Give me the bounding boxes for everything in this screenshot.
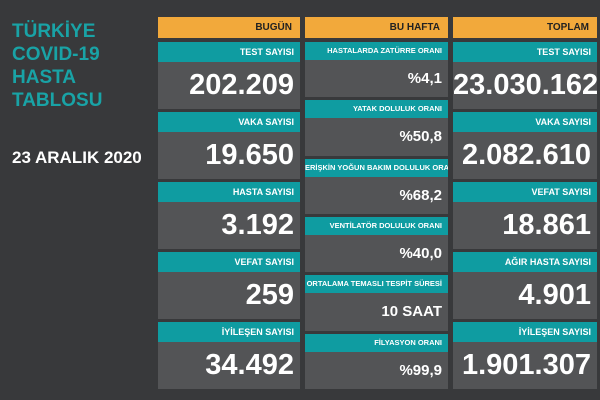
item-value: 18.861 [453, 202, 597, 249]
column-header: TOPLAM [453, 17, 597, 38]
item-label: ERİŞKİN YOĞUN BAKIM DOLULUK ORANI [305, 158, 448, 177]
title-line: HASTA [12, 67, 77, 88]
item-value: %68,2 [305, 176, 448, 214]
item-label: YATAK DOLULUK ORANI [305, 100, 448, 119]
item-value: 202.209 [158, 62, 300, 109]
item-value: 259 [158, 272, 300, 319]
title-line: COVID-19 [12, 44, 100, 65]
item-label: VENTİLATÖR DOLULUK ORANI [305, 217, 448, 235]
item-value: 1.901.307 [453, 342, 597, 389]
item-label: VEFAT SAYISI [453, 182, 597, 202]
item-label: TEST SAYISI [158, 42, 300, 62]
item-value: %99,9 [305, 351, 448, 389]
item-label: HASTALARDA ZATÜRRE ORANI [305, 42, 448, 60]
title-line: TÜRKİYE [12, 21, 96, 42]
item-label: AĞIR HASTA SAYISI [453, 252, 597, 272]
item-value: 4.901 [453, 272, 597, 319]
item-value: 34.492 [158, 342, 300, 389]
item-value: 2.082.610 [453, 132, 597, 179]
item-value: %50,8 [305, 118, 448, 156]
item-label: HASTA SAYISI [158, 182, 300, 202]
title: TÜRKİYE COVID-19 HASTA TABLOSU [12, 20, 102, 112]
title-line: TABLOSU [12, 90, 103, 111]
item-value: %4,1 [305, 60, 448, 98]
item-label: VAKA SAYISI [158, 112, 300, 132]
item-label: İYİLEŞEN SAYISI [158, 322, 300, 342]
item-label: TEST SAYISI [453, 42, 597, 62]
column-header: BUGÜN [158, 17, 300, 38]
item-label: ORTALAMA TEMASLI TESPİT SÜRESİ [305, 275, 448, 294]
item-value: %40,0 [305, 235, 448, 273]
item-label: VEFAT SAYISI [158, 252, 300, 272]
item-value: 10 SAAT [305, 293, 448, 331]
item-label: İYİLEŞEN SAYISI [453, 322, 597, 342]
item-value: 3.192 [158, 202, 300, 249]
item-label: FİLYASYON ORANI [305, 333, 448, 352]
column-header: BU HAFTA [305, 17, 448, 38]
item-value: 19.650 [158, 132, 300, 179]
date: 23 ARALIK 2020 [12, 148, 142, 167]
item-value: 23.030.162 [453, 62, 598, 109]
item-label: VAKA SAYISI [453, 112, 597, 132]
